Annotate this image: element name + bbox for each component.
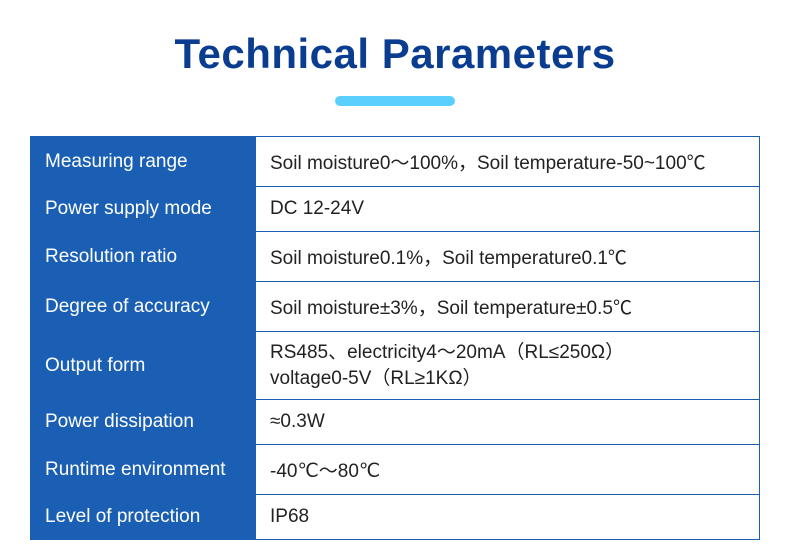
spec-value: DC 12-24V (256, 187, 760, 232)
spec-label: Measuring range (31, 137, 256, 187)
spec-label: Resolution ratio (31, 232, 256, 282)
table-row: Power dissipation≈0.3W (31, 400, 760, 445)
spec-label: Degree of accuracy (31, 282, 256, 332)
spec-label: Output form (31, 332, 256, 400)
spec-label: Level of protection (31, 495, 256, 540)
spec-label: Power dissipation (31, 400, 256, 445)
title-container: Technical Parameters (0, 0, 790, 106)
spec-value: ≈0.3W (256, 400, 760, 445)
table-row: Degree of accuracySoil moisture±3%，Soil … (31, 282, 760, 332)
spec-value: IP68 (256, 495, 760, 540)
table-row: Level of protectionIP68 (31, 495, 760, 540)
table-row: Measuring rangeSoil moisture0～100%，Soil … (31, 137, 760, 187)
title-underline (335, 96, 455, 106)
spec-value: RS485、electricity4～20mA（RL≤250Ω）voltage0… (256, 332, 760, 400)
spec-value: Soil moisture0.1%，Soil temperature0.1℃ (256, 232, 760, 282)
table-row: Resolution ratioSoil moisture0.1%，Soil t… (31, 232, 760, 282)
spec-label: Power supply mode (31, 187, 256, 232)
spec-value: Soil moisture0～100%，Soil temperature-50~… (256, 137, 760, 187)
spec-table: Measuring rangeSoil moisture0～100%，Soil … (30, 136, 760, 540)
page-title: Technical Parameters (0, 30, 790, 78)
table-row: Output formRS485、electricity4～20mA（RL≤25… (31, 332, 760, 400)
table-row: Runtime environment-40℃～80℃ (31, 445, 760, 495)
spec-label: Runtime environment (31, 445, 256, 495)
spec-value: -40℃～80℃ (256, 445, 760, 495)
spec-value: Soil moisture±3%，Soil temperature±0.5℃ (256, 282, 760, 332)
table-row: Power supply modeDC 12-24V (31, 187, 760, 232)
